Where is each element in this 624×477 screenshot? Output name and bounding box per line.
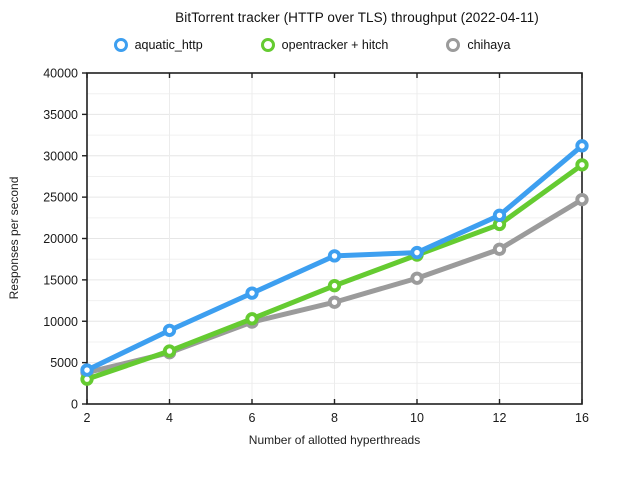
- chart-legend: aquatic_http opentracker + hitch chihaya: [0, 38, 624, 52]
- data-point: [575, 158, 589, 172]
- data-point: [410, 245, 424, 260]
- data-point: [492, 242, 507, 256]
- data-point: [575, 139, 589, 153]
- y-tick-label: 10000: [43, 315, 78, 329]
- data-point: [492, 208, 507, 222]
- y-axis-title: Responses per second: [7, 176, 21, 300]
- data-point: [162, 344, 177, 358]
- x-tick-label: 4: [166, 411, 173, 425]
- legend-item-opentracker-hitch: opentracker + hitch: [260, 38, 389, 52]
- aquatic-http-marker-icon: [113, 38, 128, 52]
- x-tick-label: 12: [493, 411, 507, 425]
- y-tick-label: 40000: [43, 67, 78, 81]
- y-tick-label: 15000: [43, 273, 78, 287]
- data-point: [410, 271, 424, 285]
- data-point: [162, 323, 177, 338]
- data-point: [80, 363, 94, 377]
- y-tick-label: 30000: [43, 149, 78, 163]
- x-tick-label: 16: [575, 411, 589, 425]
- legend-label: chihaya: [467, 38, 511, 52]
- legend-item-chihaya: chihaya: [446, 38, 510, 52]
- data-point: [327, 295, 342, 309]
- data-point: [245, 286, 259, 300]
- y-tick-label: 25000: [43, 191, 78, 205]
- y-tick-label: 5000: [50, 356, 78, 370]
- legend-item-aquatic-http: aquatic_http: [113, 38, 203, 52]
- x-tick-label: 8: [331, 411, 338, 425]
- x-tick-label: 10: [410, 411, 424, 425]
- opentracker-hitch-marker-icon: [260, 38, 275, 52]
- data-point: [327, 279, 342, 293]
- y-tick-label: 0: [71, 398, 78, 412]
- x-tick-label: 6: [249, 411, 256, 425]
- x-axis-title: Number of allotted hyperthreads: [248, 433, 421, 447]
- y-tick-label: 20000: [43, 232, 78, 246]
- x-tick-label: 2: [84, 411, 91, 425]
- y-tick-label: 35000: [43, 108, 78, 122]
- chart-title: BitTorrent tracker (HTTP over TLS) throu…: [175, 10, 539, 25]
- legend-label: aquatic_http: [134, 38, 203, 52]
- data-point: [327, 249, 342, 263]
- chihaya-marker-icon: [446, 38, 461, 52]
- legend-label: opentracker + hitch: [281, 38, 389, 52]
- data-point: [245, 312, 259, 326]
- data-point: [575, 192, 589, 207]
